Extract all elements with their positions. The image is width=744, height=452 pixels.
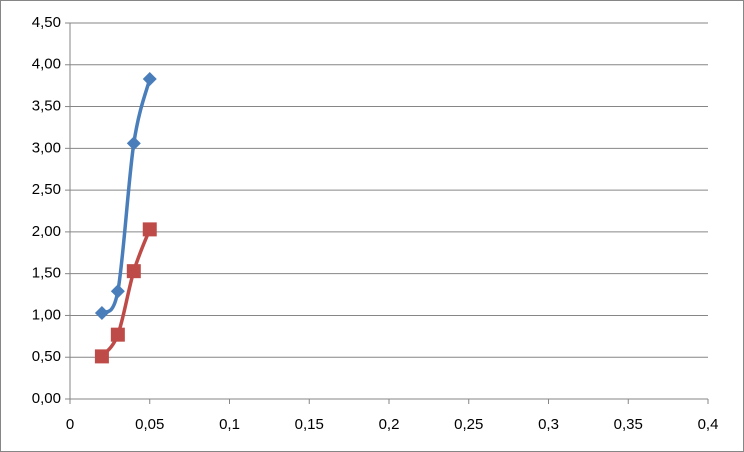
x-tick-label: 0,35	[614, 416, 643, 433]
y-tick-label: 2,50	[32, 181, 61, 198]
x-tick-label: 0	[66, 416, 74, 433]
y-tick-label: 4,00	[32, 56, 61, 73]
marker	[94, 305, 109, 320]
x-tick-label: 0,1	[219, 416, 240, 433]
y-tick-label: 0,00	[32, 390, 61, 407]
x-tick-label: 0,4	[698, 416, 719, 433]
marker	[142, 71, 157, 86]
y-tick-label: 2,00	[32, 223, 61, 240]
y-tick-label: 0,50	[32, 348, 61, 365]
x-tick-label: 0,25	[454, 416, 483, 433]
marker	[142, 222, 157, 237]
marker	[94, 349, 109, 364]
marker	[110, 327, 125, 342]
y-tick-label: 1,50	[32, 265, 61, 282]
marker	[126, 264, 141, 279]
y-tick-label: 3,00	[32, 139, 61, 156]
x-tick-label: 0,2	[379, 416, 400, 433]
series-line	[100, 228, 152, 358]
x-tick-label: 0,3	[538, 416, 559, 433]
marker	[110, 284, 125, 299]
marker	[126, 136, 141, 151]
x-tick-label: 0,15	[295, 416, 324, 433]
y-tick-label: 1,00	[32, 306, 61, 323]
y-tick-label: 4,50	[32, 14, 61, 31]
series-line	[100, 78, 152, 315]
y-tick-label: 3,50	[32, 98, 61, 115]
x-tick-label: 0,05	[135, 416, 164, 433]
